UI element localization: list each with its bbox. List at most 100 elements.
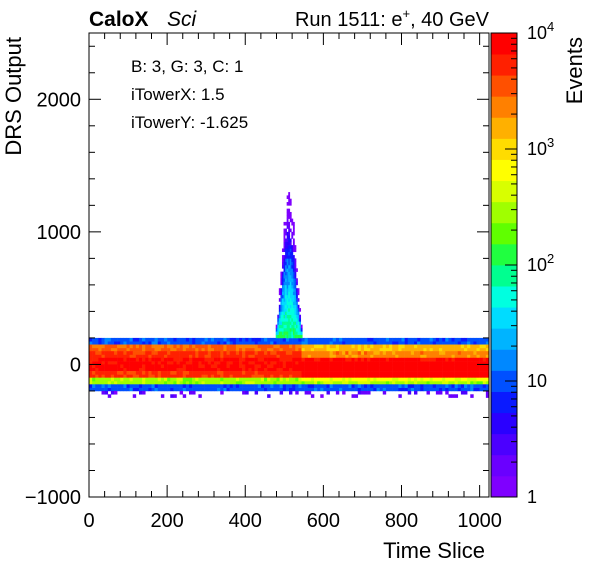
- heatmap-cell: [320, 377, 324, 382]
- heatmap-cell: [467, 387, 471, 392]
- heatmap-cell: [342, 374, 346, 378]
- heatmap-cell: [98, 384, 102, 388]
- heatmap-cell: [210, 377, 215, 382]
- z-tick-label: 10: [527, 371, 547, 391]
- heatmap-cell: [291, 245, 294, 249]
- heatmap-cell: [460, 387, 465, 392]
- heatmap-cell: [286, 278, 289, 282]
- heatmap-cell: [110, 377, 115, 382]
- heatmap-cell: [286, 311, 289, 316]
- heatmap-cell: [282, 364, 287, 369]
- heatmap-cell: [220, 351, 224, 355]
- heatmap-cell: [164, 361, 168, 365]
- heatmap-cell: [298, 381, 302, 385]
- heatmap-cell: [370, 384, 374, 388]
- heatmap-cell: [110, 381, 115, 385]
- heatmap-cell: [148, 384, 152, 388]
- heatmap-cell: [192, 347, 196, 352]
- heatmap-cell: [154, 337, 159, 342]
- heatmap-cell: [189, 357, 193, 362]
- heatmap-cell: [439, 367, 443, 372]
- heatmap-cell: [148, 371, 152, 375]
- heatmap-cell: [323, 347, 327, 352]
- heatmap-cell: [457, 354, 462, 359]
- heatmap-cell: [304, 361, 309, 365]
- heatmap-cell: [364, 374, 368, 378]
- z-tick-label: 102: [527, 251, 554, 275]
- heatmap-cell: [157, 361, 162, 365]
- heatmap-cell: [294, 331, 297, 335]
- heatmap-cell: [320, 361, 324, 365]
- heatmap-cell: [281, 261, 284, 266]
- heatmap-cell: [173, 357, 177, 362]
- heatmap-cell: [142, 357, 146, 362]
- heatmap-cell: [279, 354, 284, 359]
- color-scale-step: [491, 391, 517, 414]
- heatmap-cell: [185, 361, 190, 365]
- heatmap-cell: [280, 327, 283, 332]
- heatmap-cell: [182, 394, 187, 398]
- heatmap-cell: [198, 357, 202, 362]
- heatmap-cell: [467, 374, 471, 378]
- heatmap-cell: [148, 364, 152, 369]
- color-scale-step: [491, 117, 517, 139]
- heatmap-cell: [278, 298, 281, 302]
- heatmap-cell: [482, 377, 487, 382]
- heatmap-cell: [157, 341, 162, 345]
- heatmap-cell: [173, 377, 177, 382]
- heatmap-cell: [294, 324, 297, 329]
- heatmap-cell: [123, 337, 127, 342]
- heatmap-cell: [185, 384, 190, 388]
- heatmap-cell: [286, 284, 289, 289]
- heatmap-cell: [379, 361, 384, 365]
- heatmap-cell: [235, 371, 240, 375]
- heatmap-cell: [335, 390, 340, 395]
- heatmap-cell: [307, 384, 312, 388]
- heatmap-cell: [485, 361, 490, 365]
- heatmap-cell: [189, 374, 193, 378]
- heatmap-cell: [170, 384, 174, 388]
- heatmap-cell: [288, 251, 291, 256]
- heatmap-cell: [348, 351, 352, 355]
- heatmap-cell: [392, 361, 396, 365]
- heatmap-cell: [379, 344, 384, 349]
- heatmap-cell: [448, 371, 452, 375]
- heatmap-cell: [281, 301, 284, 306]
- heatmap-cell: [182, 361, 187, 365]
- heatmap-cell: [395, 337, 399, 342]
- heatmap-cell: [207, 381, 212, 385]
- heatmap-cell: [426, 341, 430, 345]
- heatmap-cell: [476, 384, 480, 388]
- heatmap-cell: [139, 367, 143, 372]
- heatmap-cell: [285, 327, 287, 332]
- heatmap-cell: [264, 364, 268, 369]
- x-tick-label: 400: [229, 510, 262, 532]
- heatmap-cell: [101, 341, 105, 345]
- heatmap-cell: [273, 384, 277, 388]
- y-tick-label: 1000: [37, 222, 82, 244]
- heatmap-cell: [367, 367, 371, 372]
- heatmap-cell: [285, 387, 290, 392]
- heatmap-cell: [92, 357, 96, 362]
- heatmap-cell: [289, 341, 293, 345]
- heatmap-cell: [220, 361, 224, 365]
- heatmap-cell: [354, 357, 359, 362]
- heatmap-cell: [282, 374, 287, 378]
- heatmap-cell: [482, 344, 487, 349]
- heatmap-cell: [467, 384, 471, 388]
- heatmap-cell: [410, 347, 415, 352]
- heatmap-cell: [342, 390, 346, 395]
- heatmap-cell: [239, 347, 243, 352]
- heatmap-cell: [423, 364, 427, 369]
- heatmap-cell: [354, 374, 359, 378]
- heatmap-cell: [464, 377, 468, 382]
- heatmap-cell: [317, 364, 321, 369]
- heatmap-cell: [214, 377, 218, 382]
- heatmap-cell: [426, 367, 430, 372]
- heatmap-cell: [89, 384, 93, 388]
- heatmap-cell: [467, 354, 471, 359]
- heatmap-cell: [482, 367, 487, 372]
- heatmap-cell: [292, 337, 296, 342]
- heatmap-cell: [189, 347, 193, 352]
